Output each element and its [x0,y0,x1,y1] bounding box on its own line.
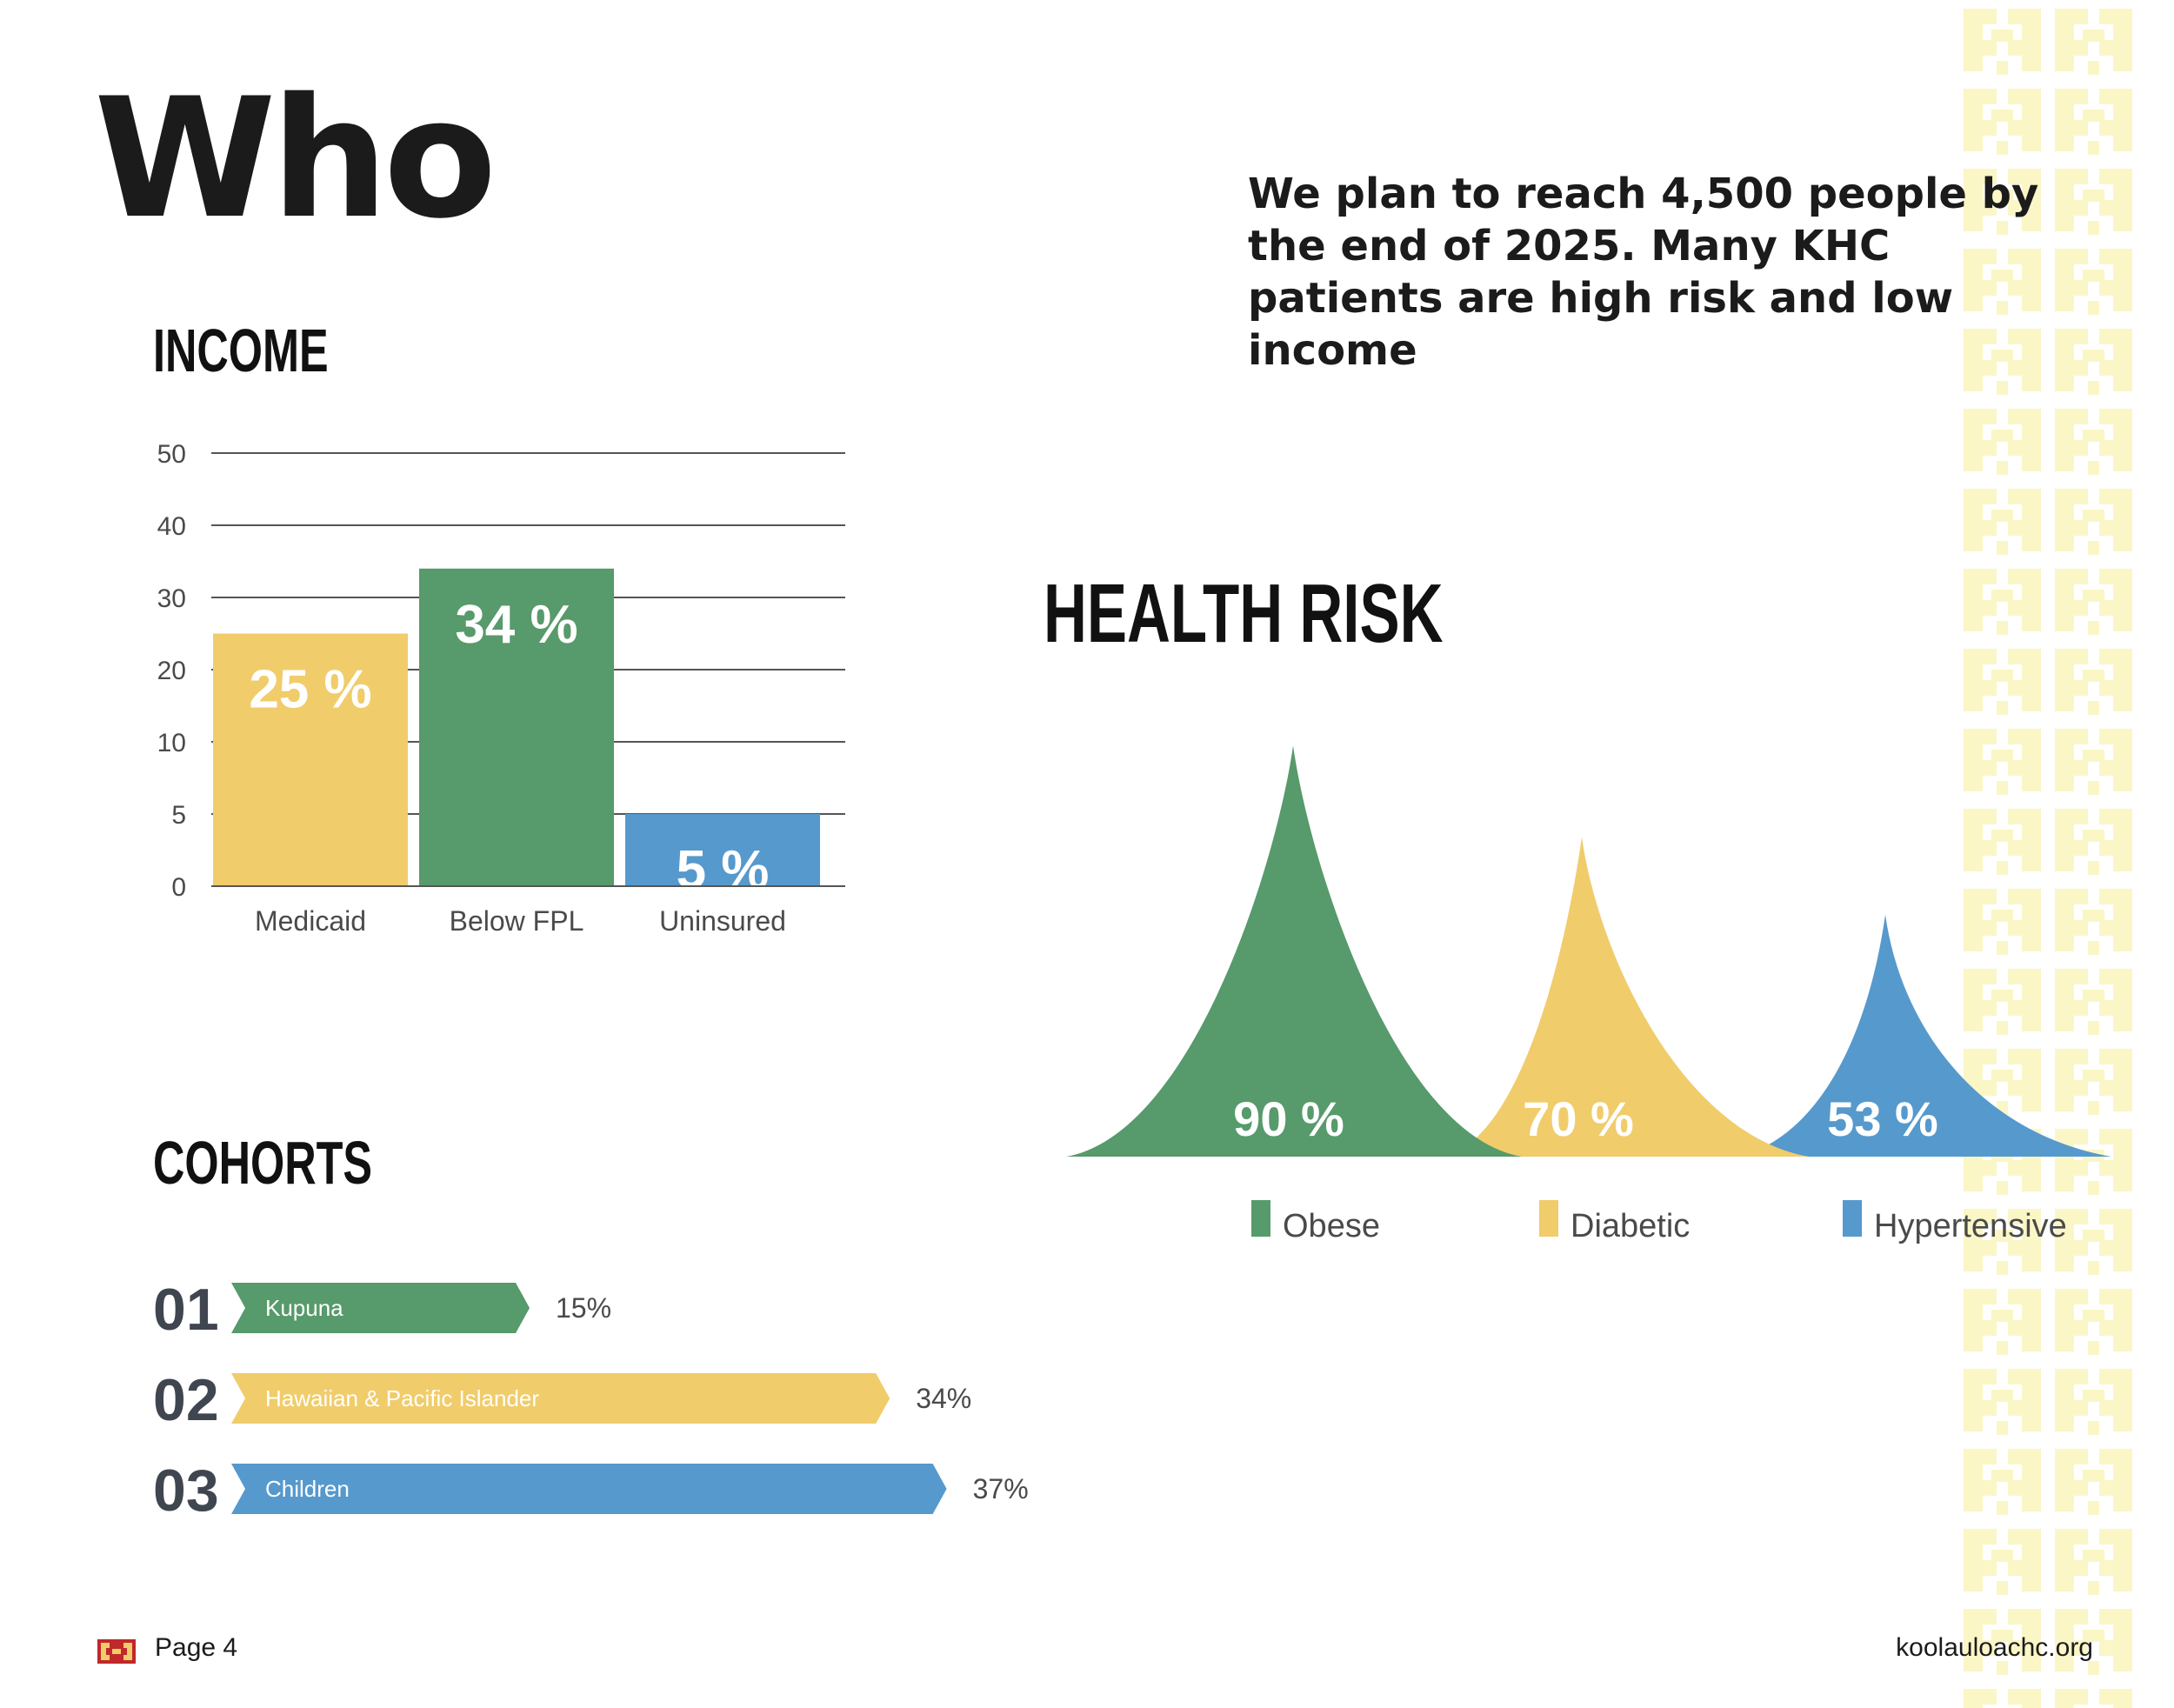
y-tick-label: 20 [157,657,186,685]
y-tick-label: 10 [157,729,186,757]
legend-label: Hypertensive [1874,1208,2067,1244]
page-title: Who [94,63,497,255]
bar-uninsured [625,814,820,886]
legend-swatch [1539,1200,1558,1237]
bar-value-label: 5 % [677,840,770,900]
x-category-label: Below FPL [450,905,584,937]
legend-label: Obese [1283,1208,1380,1244]
cohort-bar-3 [231,1464,947,1514]
cohort-label: Children [265,1476,350,1502]
cohort-number: 02 [153,1367,219,1433]
cohort-percent: 37% [973,1473,1029,1505]
website-link[interactable]: koolauloachc.org [1896,1633,2093,1662]
risk-peak-obese [1066,745,1522,1157]
legend-label: Diabetic [1570,1208,1690,1244]
cohort-percent: 34% [916,1383,971,1414]
y-tick-label: 50 [157,440,186,469]
cohort-number: 03 [153,1458,219,1524]
cohort-number: 01 [153,1277,219,1343]
risk-peak-hypertensive [1739,914,2111,1157]
risk-value-label: 53 % [1827,1091,1938,1146]
cohort-bar-1 [231,1283,530,1333]
income-title: INCOME [153,317,329,384]
risk-value-label: 70 % [1523,1091,1634,1146]
cohort-label: Hawaiian & Pacific Islander [265,1385,539,1411]
bar-value-label: 25 % [249,660,371,720]
x-category-label: Medicaid [255,905,366,937]
x-category-label: Uninsured [659,905,786,937]
bar-value-label: 34 % [455,595,577,655]
legend-swatch [1843,1200,1862,1237]
risk-peak-diabetic [1445,837,1809,1157]
cohort-percent: 15% [556,1292,611,1324]
cohort-bar-2 [231,1373,890,1424]
risk-value-label: 90 % [1233,1091,1344,1146]
cohort-label: Kupuna [265,1295,343,1321]
decorative-pattern [1957,0,2139,1708]
y-tick-label: 0 [171,873,186,902]
y-tick-label: 40 [157,512,186,541]
health-risk-title: HEALTH RISK [1044,567,1444,660]
bar-below-fpl [419,568,614,886]
y-tick-label: 5 [171,801,186,830]
y-tick-label: 30 [157,584,186,613]
legend-swatch [1251,1200,1270,1237]
bar-medicaid [213,633,408,886]
cohorts-title: COHORTS [153,1129,372,1197]
intro-text: We plan to reach 4,500 people by the end… [1248,170,2039,375]
logo-icon [97,1639,136,1664]
page-number: Page 4 [155,1633,238,1662]
